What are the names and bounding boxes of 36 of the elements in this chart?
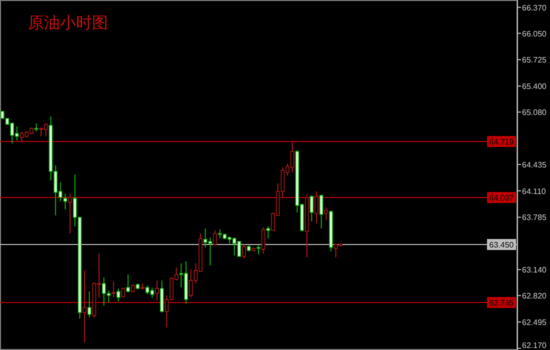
candlestick [112, 280, 116, 298]
candlestick [87, 290, 92, 318]
y-tick-label: 62.170 [522, 341, 548, 350]
candlestick [261, 226, 266, 254]
y-tick-label: 63.785 [522, 213, 548, 222]
candlestick [213, 230, 217, 246]
candlestick [319, 194, 324, 229]
y-tick-label: 64.435 [522, 160, 548, 170]
candlestick [82, 270, 86, 343]
ref-line-label: 64.037 [489, 194, 514, 202]
candlestick [310, 194, 314, 222]
y-tick-label: 62.820 [522, 292, 548, 301]
y-tick-label: 65.725 [522, 56, 548, 65]
candlestick [155, 280, 159, 301]
y-tick-label: 62.495 [522, 318, 548, 327]
y-tick-label: 66.370 [522, 3, 548, 12]
y-tick-label: 63.140 [522, 266, 548, 275]
text: 原油小时图 [28, 13, 108, 32]
y-tick-label: 65.080 [522, 108, 548, 118]
candlestick [63, 192, 68, 210]
ref-line-label: 62.745 [489, 298, 514, 308]
candlestick [242, 244, 246, 259]
candlestick [116, 288, 120, 302]
candlestick [160, 280, 164, 313]
candlestick [324, 206, 328, 221]
candlestick [121, 286, 126, 298]
candlestick [266, 226, 270, 239]
y-tick-label: 65.400 [522, 82, 548, 92]
ref-line-label: 63.450 [489, 240, 514, 250]
y-tick-label: 66.050 [522, 29, 548, 38]
candlestick [68, 192, 72, 234]
candlestick [256, 244, 260, 255]
ref-line-label: 64.719 [489, 138, 514, 146]
y-tick-label: 64.110 [522, 186, 546, 196]
candlestick [126, 274, 130, 293]
candlestick [314, 190, 318, 224]
